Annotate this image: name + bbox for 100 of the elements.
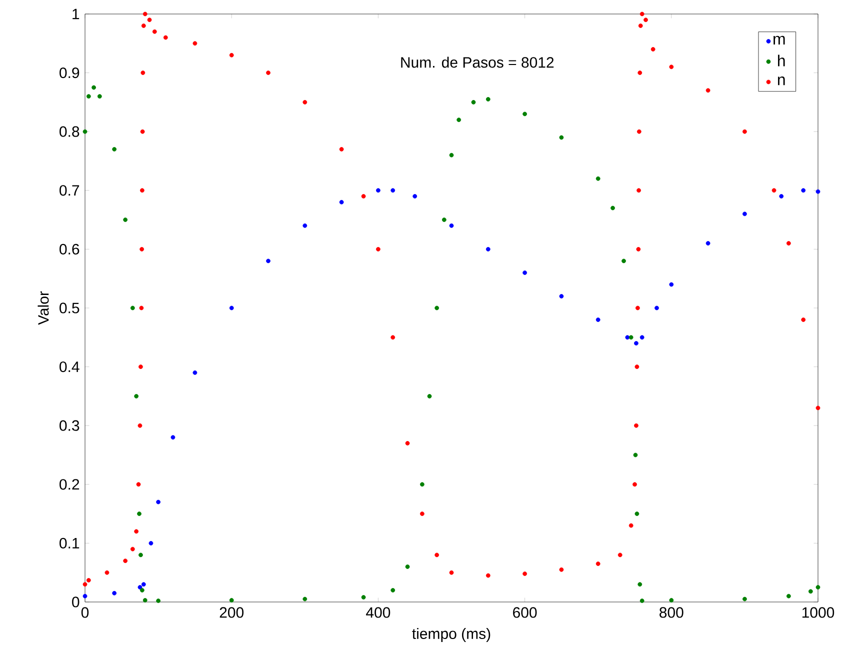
point [302, 596, 308, 602]
point [361, 194, 366, 198]
point [456, 118, 462, 122]
point [801, 318, 806, 322]
point [638, 70, 642, 75]
point [634, 512, 640, 516]
point [361, 595, 366, 600]
legend-label: n [778, 76, 785, 86]
y-tick-label: 0 [72, 596, 80, 608]
point [669, 598, 674, 602]
y-tick-label: 0.8 [60, 126, 80, 137]
point [82, 594, 88, 598]
y-tick-label: 0.1 [60, 538, 80, 548]
x-tick-label: 200 [220, 607, 244, 618]
point [632, 482, 637, 487]
point [486, 246, 490, 252]
point [140, 188, 144, 193]
point [742, 212, 747, 216]
point [137, 512, 142, 516]
point [140, 588, 144, 592]
point [123, 218, 128, 222]
point [152, 29, 157, 34]
legend-label: h [778, 54, 785, 66]
point [596, 318, 600, 322]
y-tick-label: 0.3 [60, 420, 80, 431]
point [192, 370, 198, 375]
point [816, 406, 820, 410]
point [130, 546, 135, 552]
point [86, 94, 91, 99]
point [136, 482, 141, 487]
point [112, 590, 117, 596]
point [449, 152, 454, 158]
point [302, 100, 308, 104]
point [138, 552, 143, 558]
point [522, 112, 527, 116]
point [420, 512, 424, 516]
y-axis-title: Valor [38, 291, 49, 325]
x-tick-label: 600 [513, 607, 537, 618]
point [163, 35, 168, 40]
point [92, 85, 96, 90]
point [434, 306, 440, 310]
point [650, 47, 656, 52]
point [405, 441, 410, 446]
point [97, 94, 102, 99]
y-tick-label: 0.6 [60, 244, 80, 254]
point [633, 452, 638, 458]
point [816, 189, 820, 194]
point [772, 188, 776, 193]
point [339, 200, 344, 204]
point [628, 523, 634, 528]
point [640, 12, 644, 16]
y-tick-label: 0.9 [60, 67, 80, 78]
legend-label: m [774, 36, 785, 44]
point [636, 246, 641, 252]
point [449, 223, 454, 228]
point [266, 70, 270, 75]
point [147, 18, 152, 22]
point [640, 335, 644, 340]
point [449, 570, 454, 575]
point [390, 188, 396, 193]
point [636, 129, 642, 134]
point [141, 24, 146, 28]
point [302, 223, 308, 228]
point [610, 206, 615, 210]
y-tick-label: 0.2 [60, 479, 80, 490]
point [706, 241, 710, 246]
point [82, 129, 88, 134]
point [522, 270, 527, 275]
point [786, 241, 791, 246]
point [376, 246, 380, 252]
x-tick-label: 1000 [802, 607, 834, 618]
point [390, 588, 396, 592]
point [634, 423, 638, 428]
point [123, 558, 128, 564]
point [636, 188, 641, 193]
point [434, 552, 440, 558]
point [816, 585, 820, 590]
point [141, 582, 146, 587]
point [142, 598, 148, 602]
x-tick-label: 0 [81, 607, 89, 618]
point [559, 135, 564, 140]
point [140, 129, 145, 134]
point [634, 364, 640, 369]
point [628, 335, 634, 340]
point [596, 176, 600, 181]
point [86, 578, 91, 582]
point [112, 147, 117, 152]
point [134, 529, 139, 534]
point [635, 306, 640, 310]
point [654, 306, 659, 310]
point [140, 246, 144, 252]
point [139, 306, 144, 310]
y-tick-label: 0.4 [60, 361, 80, 372]
point [266, 258, 270, 264]
point [522, 572, 527, 576]
point [618, 552, 622, 558]
point [140, 70, 146, 75]
point [471, 100, 476, 104]
point [669, 64, 674, 70]
point [130, 306, 135, 310]
